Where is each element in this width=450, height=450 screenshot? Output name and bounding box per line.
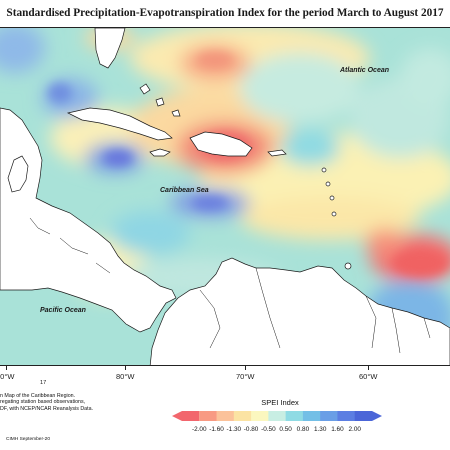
longitude-label: 60°W: [359, 372, 378, 381]
legend-label: 0.50: [279, 426, 292, 433]
legend-label: -2.00: [191, 426, 207, 433]
legend-swatch: [320, 411, 338, 421]
land-masses: [0, 28, 450, 365]
caption-index: 17: [40, 380, 47, 386]
caribbean-sea-label: Caribbean Sea: [160, 187, 209, 194]
puerto-rico-island: [267, 149, 287, 157]
cuba-island: [66, 107, 173, 141]
axis-tick: [125, 366, 126, 370]
legend-swatch: [251, 411, 269, 421]
legend-label: 1.60: [331, 426, 344, 433]
axis-tick: [368, 366, 369, 370]
legend-swatch: [337, 411, 356, 421]
hispaniola-island: [189, 131, 253, 157]
map-credit: CIMH September-20: [6, 437, 50, 442]
yucatan-land: [7, 155, 29, 193]
legend-swatches: [172, 411, 382, 421]
caption-line: regating station based observations,: [0, 399, 86, 406]
pacific-ocean-label: Pacific Ocean: [40, 307, 86, 314]
legend-swatch: [233, 411, 252, 421]
legend-label: -0.50: [261, 426, 276, 433]
legend-label: -0.80: [243, 426, 259, 433]
axis-tick: [6, 366, 7, 370]
legend-colorbar: [172, 411, 382, 421]
central-america-land: [0, 107, 177, 333]
map-caption: n Map of the Caribbean Region. regating …: [0, 393, 93, 412]
spei-map: Atlantic Ocean Caribbean Sea Pacific Oce…: [0, 27, 450, 366]
country-borders: [29, 217, 431, 354]
legend-swatch: [354, 411, 382, 421]
florida-land: [94, 28, 126, 69]
legend-label: 0.80: [296, 426, 310, 433]
legend-swatch: [302, 411, 321, 421]
longitude-label: 80°W: [116, 372, 135, 381]
legend-label: -1.60: [209, 426, 224, 433]
spei-map-svg: Atlantic Ocean Caribbean Sea Pacific Oce…: [0, 28, 450, 365]
legend-label: 2.00: [348, 426, 361, 433]
jamaica-island: [149, 148, 171, 157]
legend-swatch: [216, 411, 235, 421]
legend-title: SPEI Index: [261, 398, 299, 407]
legend-label: -1.30: [226, 426, 242, 433]
atlantic-ocean-label: Atlantic Ocean: [339, 67, 389, 74]
axis-tick: [245, 366, 246, 370]
south-america-land: [149, 257, 450, 365]
legend-swatch: [172, 411, 200, 421]
legend-swatch: [268, 411, 287, 421]
legend-label: 1.30: [313, 426, 327, 433]
longitude-label: 70°W: [236, 372, 255, 381]
legend-swatch: [285, 411, 304, 421]
longitude-label: 80°W: [0, 372, 15, 381]
caption-line: DF, with NCEP/NCAR Reanalysis Data.: [0, 405, 94, 412]
legend-swatch: [199, 411, 218, 421]
map-title: Standardised Precipitation-Evapotranspir…: [6, 7, 444, 19]
caption-line: n Map of the Caribbean Region.: [0, 393, 76, 399]
